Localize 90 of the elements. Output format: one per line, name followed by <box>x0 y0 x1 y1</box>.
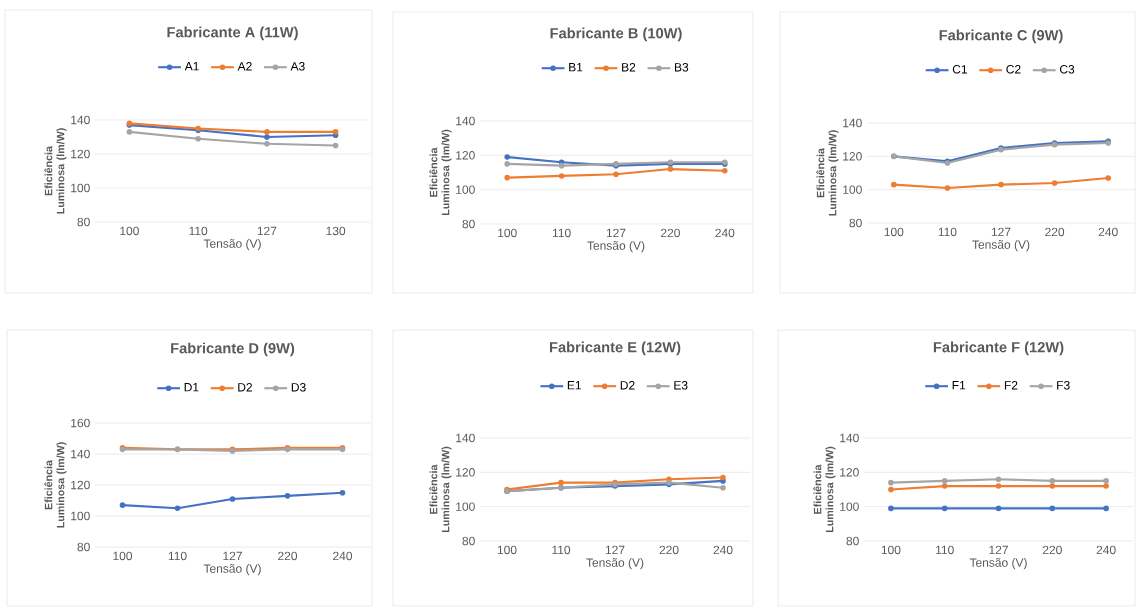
chart-title: Fabricante E (12W) <box>549 341 681 356</box>
x-tick-label: 110 <box>936 545 954 555</box>
x-tick-label: 110 <box>552 545 571 555</box>
x-tick-label: 130 <box>326 226 346 236</box>
y-tick-label: 80 <box>849 218 862 228</box>
y-tick-label: 120 <box>71 149 90 159</box>
y-axis-title: Eficiência Luminosa (lm/W) <box>429 446 452 533</box>
y-axis-title: Eficiência Luminosa (lm/W) <box>429 129 452 216</box>
x-tick-label: 100 <box>120 226 139 236</box>
legend-label: D3 <box>291 383 306 392</box>
x-axis-title: Tensão (V) <box>587 241 645 253</box>
legend-label: B2 <box>622 63 636 72</box>
y-tick-label: 140 <box>840 433 859 443</box>
x-tick-label: 240 <box>715 228 735 238</box>
x-tick-label: 220 <box>278 551 298 561</box>
y-axis-title: Eficiência Luminosa (lm/W) <box>44 128 67 214</box>
x-tick-label: 127 <box>223 551 242 561</box>
legend-label: A1 <box>184 62 199 71</box>
legend-label: C2 <box>1006 65 1021 74</box>
y-tick-label: 100 <box>456 185 475 194</box>
legend-label: F1 <box>952 381 966 390</box>
y-tick-label: 120 <box>456 151 475 160</box>
x-tick-label: 110 <box>168 551 187 561</box>
y-tick-label: 100 <box>456 502 475 511</box>
y-tick-label: 140 <box>456 116 475 126</box>
y-tick-label: 80 <box>462 536 475 546</box>
y-tick-label: 80 <box>77 217 90 227</box>
x-tick-label: 240 <box>713 545 733 555</box>
x-tick-label: 240 <box>1096 545 1116 555</box>
legend-label: D1 <box>184 383 199 392</box>
x-axis-title: Tensão (V) <box>972 240 1030 252</box>
y-axis-title: Eficiência Luminosa (lm/W) <box>816 130 839 216</box>
y-tick-label: 140 <box>843 118 862 128</box>
x-axis-title: Tensão (V) <box>969 558 1027 570</box>
x-tick-label: 220 <box>1045 227 1065 237</box>
y-tick-label: 120 <box>840 468 859 477</box>
y-tick-label: 120 <box>843 152 862 161</box>
x-tick-label: 100 <box>498 228 517 238</box>
legend-label: E3 <box>674 381 688 390</box>
legend-label: F2 <box>1004 381 1018 390</box>
y-tick-label: 80 <box>77 542 90 552</box>
x-axis-title: Tensão (V) <box>586 558 644 570</box>
y-tick-label: 80 <box>846 536 859 546</box>
legend-label: B1 <box>569 63 583 72</box>
legend-label: A2 <box>237 62 252 71</box>
x-tick-label: 127 <box>606 228 626 238</box>
x-tick-label: 127 <box>605 545 625 555</box>
x-tick-label: 220 <box>659 545 679 555</box>
legend-label: C1 <box>952 65 967 74</box>
legend-label: D2 <box>238 383 253 392</box>
x-tick-label: 240 <box>1098 227 1118 237</box>
x-tick-label: 110 <box>189 226 208 236</box>
x-tick-label: 100 <box>884 227 904 237</box>
chart-title: Fabricante C (9W) <box>939 29 1063 44</box>
legend-label: A3 <box>290 62 305 71</box>
x-tick-label: 127 <box>257 226 277 236</box>
y-tick-label: 100 <box>843 185 862 194</box>
legend-label: E1 <box>567 381 581 390</box>
x-axis-title: Tensão (V) <box>203 239 261 251</box>
y-tick-label: 140 <box>71 115 90 125</box>
x-tick-label: 100 <box>881 545 901 555</box>
chart-title: Fabricante D (9W) <box>171 342 295 357</box>
x-axis-title: Tensão (V) <box>203 564 261 576</box>
x-tick-label: 127 <box>991 227 1011 237</box>
y-tick-label: 120 <box>71 480 90 490</box>
y-tick-label: 160 <box>71 418 90 428</box>
x-tick-label: 240 <box>333 551 353 561</box>
y-tick-label: 80 <box>462 219 475 229</box>
y-tick-label: 140 <box>71 449 90 459</box>
y-tick-label: 100 <box>71 183 90 193</box>
y-tick-label: 100 <box>71 511 90 521</box>
legend-label: D2 <box>620 381 635 390</box>
legend-label: F3 <box>1057 381 1070 390</box>
y-tick-label: 120 <box>456 468 475 477</box>
chart-title: Fabricante B (10W) <box>550 27 682 42</box>
legend-label: B3 <box>675 63 689 72</box>
x-tick-label: 100 <box>113 551 133 561</box>
y-tick-label: 100 <box>840 502 859 511</box>
x-tick-label: 220 <box>1042 545 1062 555</box>
x-tick-label: 110 <box>552 228 571 238</box>
y-axis-title: Eficiência Luminosa (lm/W) <box>813 446 836 533</box>
x-tick-label: 100 <box>497 545 517 555</box>
x-tick-label: 127 <box>989 545 1008 555</box>
y-axis-title: Eficiência Luminosa (lm/W) <box>44 442 67 528</box>
y-tick-label: 140 <box>456 433 475 443</box>
legend-label: C3 <box>1059 65 1075 74</box>
chart-title: Fabricante A (11W) <box>167 26 298 41</box>
x-tick-label: 220 <box>661 228 680 238</box>
chart-title: Fabricante F (12W) <box>933 341 1064 356</box>
x-tick-label: 110 <box>938 227 957 237</box>
